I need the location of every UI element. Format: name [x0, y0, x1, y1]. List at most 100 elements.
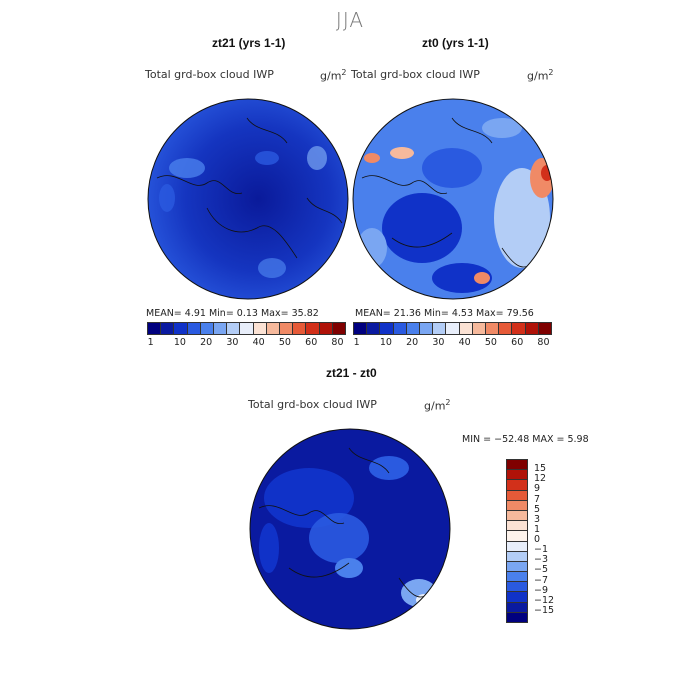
colorbar-tick-label: 60 [305, 337, 318, 348]
colorbar-swatch [486, 323, 500, 334]
panel-1-units-base: g/m [320, 69, 342, 83]
colorbar-tick-label: 9 [534, 483, 541, 495]
colorbar-tick-label: −3 [534, 554, 549, 566]
colorbar-swatch [507, 460, 527, 471]
panel-3-units-base: g/m [424, 399, 446, 413]
colorbar-swatch [512, 323, 526, 334]
colorbar-tick-label: −5 [534, 564, 549, 576]
colorbar-tick-label: 12 [534, 473, 547, 485]
colorbar-swatch [507, 561, 527, 573]
colorbar-swatch [148, 323, 162, 334]
panel-2-title: zt0 (yrs 1-1) [422, 36, 489, 50]
figure-suptitle: JJA [335, 8, 365, 32]
colorbar-tick-label: 50 [484, 337, 497, 348]
colorbar-tick-label: 10 [173, 337, 186, 348]
colorbar-tick-label: 40 [458, 337, 471, 348]
panel-2-map [352, 98, 554, 300]
colorbar-tick-label: 80 [331, 337, 344, 348]
panel-1-colorbar [147, 322, 346, 335]
panel-1-units-exp: 2 [341, 68, 347, 77]
colorbar-swatch [367, 323, 381, 334]
colorbar-swatch [507, 572, 527, 583]
colorbar-swatch [507, 490, 527, 501]
colorbar-tick-label: 15 [534, 463, 547, 475]
panel-2-stats: MEAN= 21.36 Min= 4.53 Max= 79.56 [355, 308, 534, 319]
colorbar-tick-label: 80 [537, 337, 550, 348]
colorbar-swatch [227, 323, 241, 334]
colorbar-swatch [507, 531, 527, 542]
colorbar-swatch [538, 323, 552, 334]
colorbar-tick-label: −12 [534, 594, 555, 606]
colorbar-swatch [174, 323, 188, 334]
colorbar-swatch [240, 323, 254, 334]
colorbar-swatch [507, 510, 527, 522]
panel-3-varname: Total grd-box cloud IWP [248, 398, 377, 411]
panel-1-title: zt21 (yrs 1-1) [212, 36, 286, 50]
colorbar-tick-label: −15 [534, 604, 555, 616]
colorbar-swatch [293, 323, 307, 334]
colorbar-tick-label: 7 [534, 493, 541, 505]
colorbar-swatch [507, 592, 527, 603]
colorbar-swatch [280, 323, 294, 334]
colorbar-swatch [200, 323, 215, 334]
panel-2-colorbar [353, 322, 552, 335]
colorbar-swatch [319, 323, 333, 334]
colorbar-tick-label: 30 [432, 337, 445, 348]
colorbar-tick-label: 30 [226, 337, 239, 348]
colorbar-swatch [433, 323, 447, 334]
panel-3-map [249, 428, 451, 630]
colorbar-swatch [187, 323, 201, 334]
panel-2-units-base: g/m [527, 69, 549, 83]
colorbar-swatch [380, 323, 394, 334]
panel-2-units-exp: 2 [548, 68, 554, 77]
colorbar-tick-label: −7 [534, 574, 549, 586]
colorbar-swatch [507, 480, 527, 491]
colorbar-swatch [420, 323, 434, 334]
panel-3-stats: MIN = −52.48 MAX = 5.98 [462, 434, 589, 445]
colorbar-swatch [472, 323, 487, 334]
colorbar-tick-label: 50 [278, 337, 291, 348]
colorbar-swatch [507, 551, 527, 562]
colorbar-swatch [332, 323, 346, 334]
colorbar-swatch [161, 323, 175, 334]
colorbar-swatch [499, 323, 513, 334]
panel-3-units: g/m2 [424, 398, 451, 413]
colorbar-tick-label: 20 [406, 337, 419, 348]
panel-1-units: g/m2 [320, 68, 347, 83]
colorbar-tick-label: −1 [534, 544, 549, 556]
colorbar-swatch [507, 470, 527, 481]
colorbar-tick-label: 0 [534, 534, 541, 545]
panel-3-colorbar [506, 459, 528, 623]
colorbar-swatch [507, 500, 527, 511]
panel-1-stats: MEAN= 4.91 Min= 0.13 Max= 35.82 [146, 308, 319, 319]
panel-3-units-exp: 2 [445, 398, 451, 407]
panel-2-varname: Total grd-box cloud IWP [351, 68, 480, 81]
colorbar-tick-label: 10 [379, 337, 392, 348]
colorbar-swatch [214, 323, 228, 334]
panel-2-units: g/m2 [527, 68, 554, 83]
colorbar-swatch [406, 323, 421, 334]
colorbar-swatch [266, 323, 281, 334]
colorbar-tick-label: 5 [534, 503, 541, 515]
colorbar-swatch [525, 323, 539, 334]
colorbar-tick-label: 3 [534, 513, 541, 525]
colorbar-tick-label: 1 [534, 523, 541, 535]
panel-3-title: zt21 - zt0 [326, 366, 377, 380]
colorbar-swatch [507, 602, 527, 613]
colorbar-tick-label: 1 [147, 337, 154, 348]
colorbar-tick-label: 40 [252, 337, 265, 348]
colorbar-swatch [253, 323, 267, 334]
colorbar-swatch [507, 612, 527, 622]
colorbar-swatch [306, 323, 320, 334]
colorbar-swatch [393, 323, 407, 334]
colorbar-swatch [507, 521, 527, 532]
colorbar-tick-label: 20 [200, 337, 213, 348]
colorbar-tick-label: −9 [534, 584, 549, 596]
colorbar-tick-label: 1 [353, 337, 360, 348]
colorbar-swatch [459, 323, 473, 334]
colorbar-swatch [446, 323, 460, 334]
panel-1-map [147, 98, 349, 300]
colorbar-swatch [507, 541, 527, 552]
colorbar-tick-label: 60 [511, 337, 524, 348]
